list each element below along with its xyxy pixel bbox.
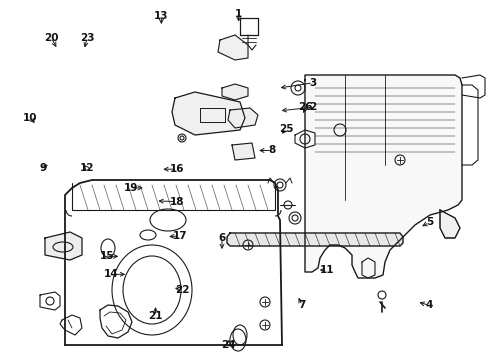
Text: 23: 23 [80,33,94,43]
Polygon shape [439,210,459,238]
Text: 21: 21 [148,311,163,321]
Polygon shape [227,108,258,128]
Text: 16: 16 [169,164,184,174]
Text: 7: 7 [298,300,305,310]
Text: 12: 12 [80,163,94,174]
Text: 24: 24 [221,340,236,350]
Text: 8: 8 [268,145,275,156]
Text: 20: 20 [44,33,59,43]
Text: 6: 6 [218,233,225,243]
Text: 25: 25 [278,124,293,134]
Polygon shape [172,92,244,135]
Text: 18: 18 [169,197,184,207]
Polygon shape [231,143,254,160]
Polygon shape [305,75,461,278]
Text: 13: 13 [154,11,168,21]
Polygon shape [218,35,247,60]
Text: 3: 3 [309,78,316,88]
Text: 5: 5 [425,217,432,228]
Polygon shape [226,233,402,246]
Text: 14: 14 [104,269,119,279]
Text: 4: 4 [425,300,432,310]
Text: 15: 15 [99,251,114,261]
Text: 2: 2 [309,102,316,112]
Text: 17: 17 [172,231,187,241]
Text: 11: 11 [319,265,333,275]
Text: 26: 26 [298,102,312,112]
Text: 9: 9 [40,163,46,174]
Polygon shape [222,84,247,100]
Polygon shape [45,232,82,260]
Text: 19: 19 [123,183,138,193]
Text: 1: 1 [235,9,242,19]
Text: 22: 22 [174,285,189,295]
Text: 10: 10 [23,113,38,123]
